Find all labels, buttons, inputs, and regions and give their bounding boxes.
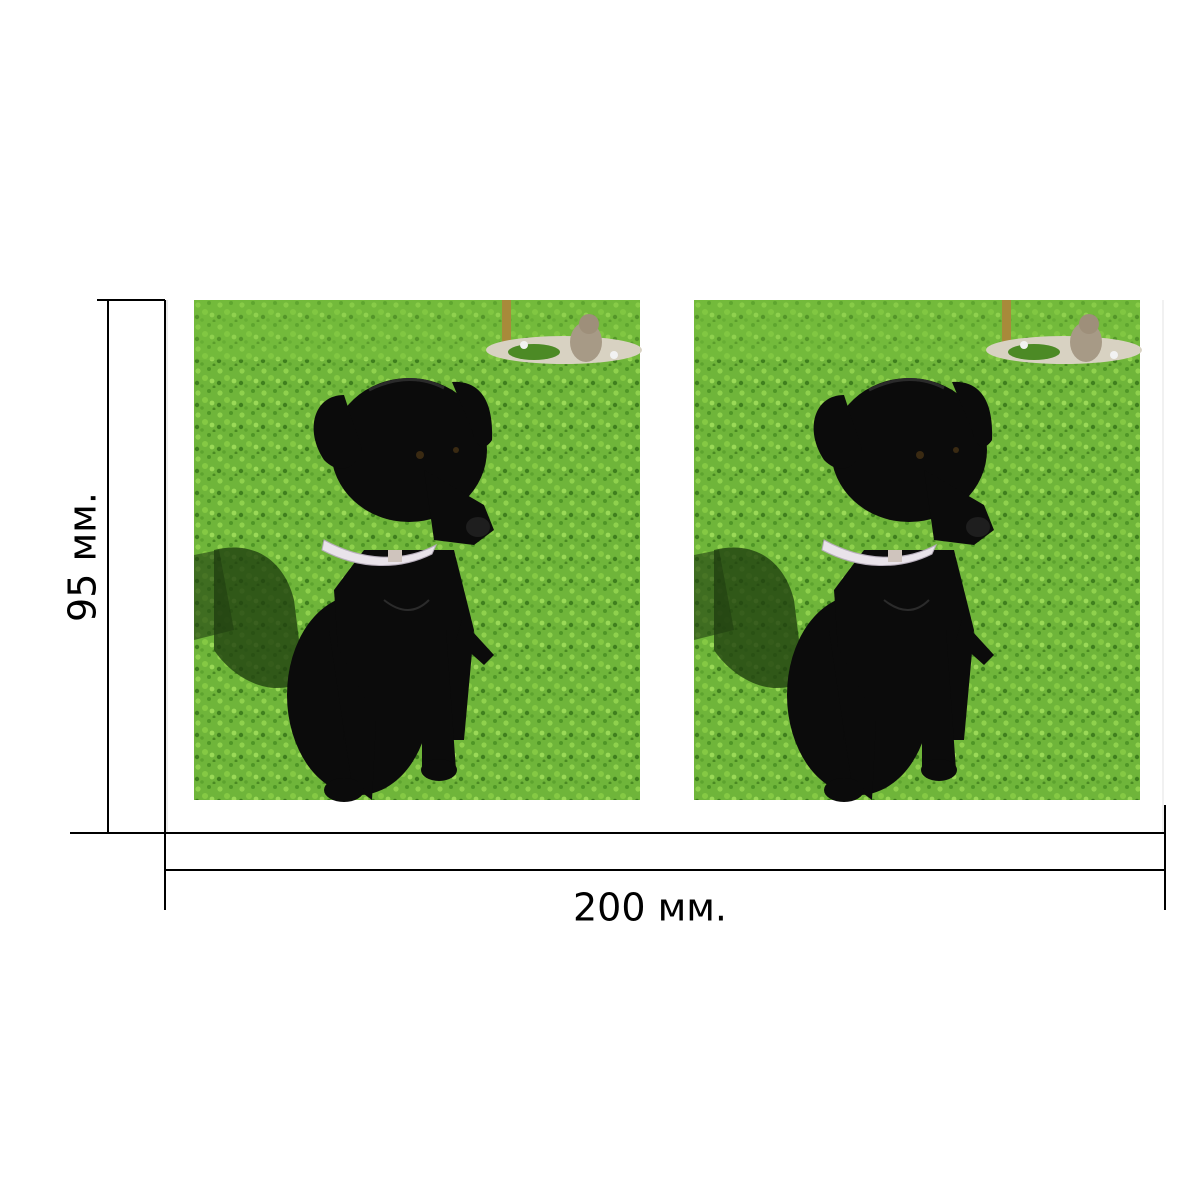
height-label: 95 мм. [61,492,105,622]
photo-right [692,298,1144,804]
width-label: 200 мм. [573,886,727,930]
height-dimension [70,299,166,834]
puppy-photo-right [692,298,1144,804]
puppy-photo-left [192,298,644,804]
width-dimension [164,805,1166,910]
photo-left [192,298,644,804]
